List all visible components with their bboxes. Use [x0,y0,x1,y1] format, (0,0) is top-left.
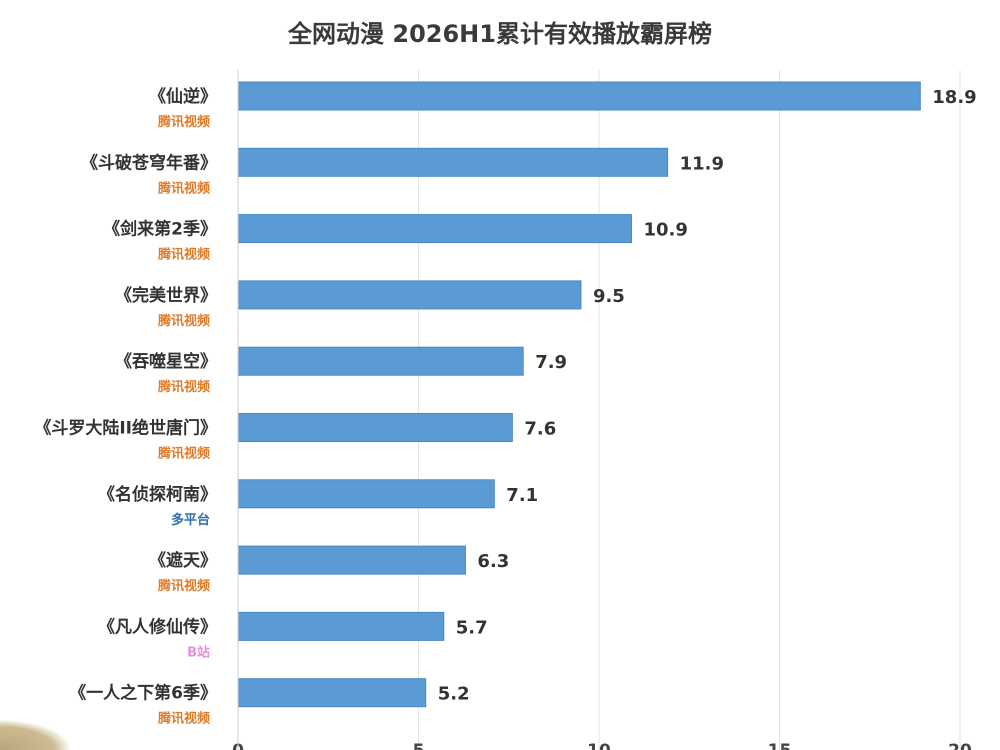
category-label: 《斗罗大陆II绝世唐门》 [34,418,217,439]
bar [237,346,524,376]
category-label: 《吞噬星空》 [115,351,217,372]
platform-label: 腾讯视频 [157,247,210,263]
x-tick-label: 10 [587,741,611,750]
category-label: 《剑来第2季》 [103,219,217,240]
x-tick-label: 20 [948,741,972,750]
data-label: 18.9 [932,87,976,108]
platform-label: 腾讯视频 [157,313,210,329]
category-label: 《凡人修仙传》 [98,616,217,637]
category-label: 《名侦探柯南》 [98,484,217,505]
data-label: 9.5 [593,286,625,307]
chart-title: 全网动漫 2026H1累计有效播放霸屏榜 [288,20,712,48]
bar [237,611,445,641]
platform-label: 多平台 [171,512,210,528]
category-label: 《完美世界》 [115,285,217,306]
data-label: 7.6 [524,419,556,440]
bar [237,545,466,575]
category-label: 《遮天》 [149,550,217,571]
data-label: 10.9 [643,220,687,241]
data-label: 6.3 [477,551,509,572]
bar [237,413,513,442]
platform-label: 腾讯视频 [157,446,210,462]
data-label: 5.2 [438,684,470,705]
category-label: 《一人之下第6季》 [69,683,217,704]
bar [237,81,921,111]
data-label: 11.9 [680,153,724,174]
bar [237,147,669,177]
platform-label: 腾讯视频 [157,379,210,395]
data-label: 7.1 [506,485,538,506]
bar [237,479,495,509]
bar [237,678,427,708]
category-label: 《斗破苍穹年番》 [81,152,217,173]
category-label: 《仙逆》 [149,86,217,107]
corner-decoration [0,720,70,750]
x-tick-label: 15 [768,741,792,750]
x-tick-label: 5 [413,741,425,750]
data-label: 5.7 [456,617,488,638]
data-label: 7.9 [535,352,567,373]
platform-label: 腾讯视频 [157,711,210,727]
platform-label: 腾讯视频 [157,114,210,130]
platform-label: 腾讯视频 [157,578,210,594]
bar [237,280,582,310]
bar [237,214,632,244]
platform-label: 腾讯视频 [157,180,210,196]
platform-label: B站 [187,644,210,660]
